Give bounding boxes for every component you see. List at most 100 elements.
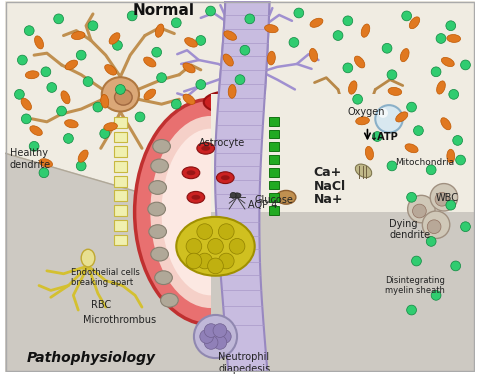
Circle shape bbox=[196, 80, 206, 90]
Circle shape bbox=[407, 192, 417, 202]
Ellipse shape bbox=[354, 56, 365, 68]
Circle shape bbox=[242, 66, 254, 78]
Circle shape bbox=[446, 21, 456, 31]
Ellipse shape bbox=[101, 94, 108, 108]
Circle shape bbox=[375, 105, 403, 133]
Ellipse shape bbox=[350, 157, 372, 175]
Circle shape bbox=[408, 195, 435, 223]
Circle shape bbox=[57, 106, 66, 116]
Ellipse shape bbox=[356, 117, 370, 125]
Polygon shape bbox=[211, 94, 475, 330]
Ellipse shape bbox=[388, 87, 402, 95]
Ellipse shape bbox=[144, 57, 156, 67]
Ellipse shape bbox=[447, 149, 455, 163]
Circle shape bbox=[422, 211, 450, 239]
Circle shape bbox=[217, 330, 231, 343]
Circle shape bbox=[39, 168, 49, 178]
Bar bbox=[269, 117, 279, 126]
Bar bbox=[362, 256, 371, 265]
Circle shape bbox=[218, 253, 234, 269]
Text: Disintegrating
myelin sheath: Disintegrating myelin sheath bbox=[385, 276, 445, 295]
Circle shape bbox=[461, 222, 470, 232]
Text: Pathophysiology: Pathophysiology bbox=[26, 351, 155, 365]
Circle shape bbox=[245, 14, 255, 24]
Circle shape bbox=[387, 161, 397, 171]
Circle shape bbox=[412, 204, 426, 218]
Ellipse shape bbox=[187, 191, 204, 203]
Polygon shape bbox=[5, 153, 475, 372]
Circle shape bbox=[378, 108, 388, 118]
Bar bbox=[349, 256, 362, 267]
Bar bbox=[269, 143, 279, 151]
Ellipse shape bbox=[151, 159, 168, 173]
Ellipse shape bbox=[361, 24, 370, 37]
Bar bbox=[349, 212, 362, 223]
Circle shape bbox=[414, 126, 423, 136]
Circle shape bbox=[186, 253, 202, 269]
Circle shape bbox=[200, 330, 214, 343]
Ellipse shape bbox=[310, 48, 318, 62]
Ellipse shape bbox=[183, 94, 195, 104]
Ellipse shape bbox=[115, 90, 132, 105]
Circle shape bbox=[431, 67, 441, 77]
Circle shape bbox=[194, 315, 237, 358]
Circle shape bbox=[204, 324, 218, 338]
Polygon shape bbox=[215, 1, 269, 372]
Ellipse shape bbox=[276, 191, 296, 204]
Circle shape bbox=[197, 224, 213, 239]
Circle shape bbox=[387, 70, 397, 80]
Bar bbox=[114, 176, 127, 186]
Circle shape bbox=[451, 261, 461, 271]
Ellipse shape bbox=[151, 247, 168, 261]
Circle shape bbox=[353, 94, 362, 104]
Text: NaCl: NaCl bbox=[313, 180, 346, 193]
Circle shape bbox=[24, 26, 34, 36]
Ellipse shape bbox=[442, 57, 454, 67]
Bar bbox=[114, 132, 127, 143]
Ellipse shape bbox=[102, 77, 139, 112]
Circle shape bbox=[14, 90, 24, 99]
Circle shape bbox=[431, 290, 441, 300]
Circle shape bbox=[208, 258, 223, 274]
Polygon shape bbox=[215, 1, 269, 372]
Text: Astrocyte: Astrocyte bbox=[199, 138, 245, 149]
Circle shape bbox=[289, 37, 299, 47]
Circle shape bbox=[156, 73, 167, 82]
Ellipse shape bbox=[221, 175, 230, 180]
Text: Endothelial cells
breaking apart: Endothelial cells breaking apart bbox=[72, 268, 140, 287]
Text: ↓ATP: ↓ATP bbox=[370, 132, 398, 141]
Text: Ca+: Ca+ bbox=[313, 166, 342, 179]
Ellipse shape bbox=[264, 25, 278, 33]
Ellipse shape bbox=[61, 91, 70, 104]
Text: Normal: Normal bbox=[132, 3, 194, 18]
Circle shape bbox=[333, 31, 343, 40]
Circle shape bbox=[47, 82, 57, 92]
Circle shape bbox=[29, 141, 39, 151]
Ellipse shape bbox=[149, 181, 167, 194]
Ellipse shape bbox=[329, 132, 383, 181]
Ellipse shape bbox=[72, 31, 85, 40]
Text: Microthrombus: Microthrombus bbox=[83, 315, 156, 325]
Circle shape bbox=[152, 47, 162, 57]
Ellipse shape bbox=[201, 146, 210, 151]
Circle shape bbox=[54, 14, 63, 24]
Bar bbox=[114, 220, 127, 231]
Bar bbox=[114, 117, 127, 128]
Circle shape bbox=[230, 192, 236, 198]
Ellipse shape bbox=[400, 48, 409, 62]
Circle shape bbox=[88, 21, 98, 31]
Text: Neutrophil
diapedesis: Neutrophil diapedesis bbox=[218, 352, 271, 374]
Text: WBC: WBC bbox=[436, 194, 459, 203]
Ellipse shape bbox=[396, 112, 408, 122]
Circle shape bbox=[456, 155, 466, 165]
Bar bbox=[349, 300, 362, 311]
Ellipse shape bbox=[204, 91, 253, 113]
Bar bbox=[349, 197, 362, 208]
Ellipse shape bbox=[187, 170, 195, 175]
Circle shape bbox=[213, 336, 227, 349]
Ellipse shape bbox=[447, 34, 461, 42]
Circle shape bbox=[206, 6, 216, 16]
Ellipse shape bbox=[310, 18, 323, 27]
Text: Oxygen: Oxygen bbox=[348, 107, 385, 117]
Ellipse shape bbox=[233, 193, 241, 198]
